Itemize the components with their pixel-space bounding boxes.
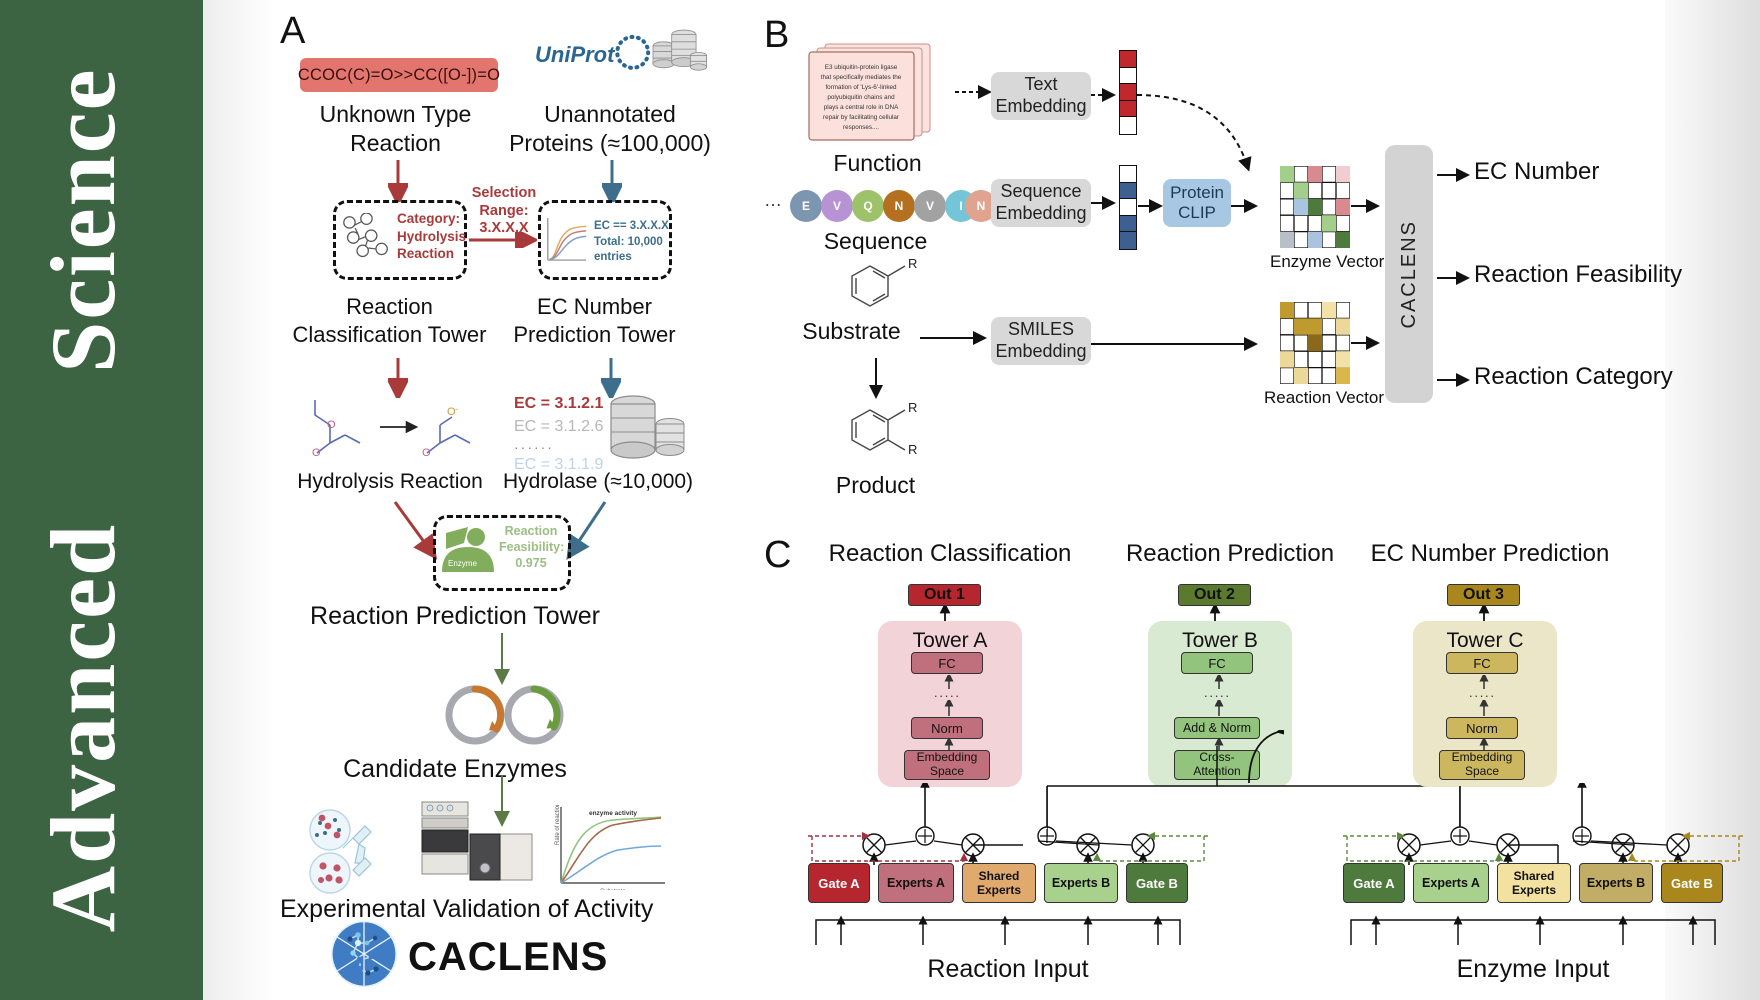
- svg-text:V: V: [833, 199, 841, 213]
- svg-text:N: N: [977, 199, 986, 213]
- svg-text:responses....: responses....: [843, 124, 879, 131]
- svg-text:-: -: [455, 404, 458, 414]
- svg-text:R: R: [908, 258, 917, 271]
- svg-text:enzyme activity: enzyme activity: [589, 810, 637, 817]
- svg-text:formation of 'Lys-6'-linked: formation of 'Lys-6'-linked: [825, 84, 897, 91]
- svg-text:O: O: [327, 419, 336, 431]
- svg-text:Enzyme: Enzyme: [448, 559, 477, 568]
- svg-text:V: V: [926, 199, 934, 213]
- svg-text:R: R: [908, 442, 917, 457]
- svg-text:that specifically mediates the: that specifically mediates the: [821, 74, 902, 81]
- svg-text:E3 ubiquitin-protein ligase: E3 ubiquitin-protein ligase: [825, 64, 898, 71]
- svg-text:polyubiquitin chains and: polyubiquitin chains and: [827, 94, 895, 101]
- svg-text:Q: Q: [863, 199, 872, 213]
- svg-text:plays a central role in DNA: plays a central role in DNA: [824, 104, 899, 111]
- svg-text:R: R: [908, 402, 917, 415]
- svg-text:N: N: [895, 199, 904, 213]
- svg-text:O: O: [422, 447, 431, 459]
- svg-text:E: E: [802, 199, 810, 213]
- svg-text:Rate of reaction: Rate of reaction: [555, 805, 561, 845]
- svg-text:repair by facilitating cellula: repair by facilitating cellular: [823, 114, 899, 121]
- svg-text:Substrate: Substrate: [600, 889, 626, 890]
- svg-text:O: O: [312, 447, 321, 459]
